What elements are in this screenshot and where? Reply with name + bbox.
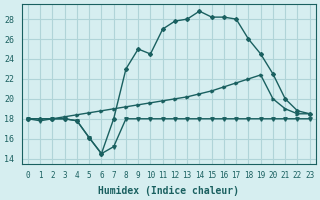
X-axis label: Humidex (Indice chaleur): Humidex (Indice chaleur): [98, 186, 239, 196]
